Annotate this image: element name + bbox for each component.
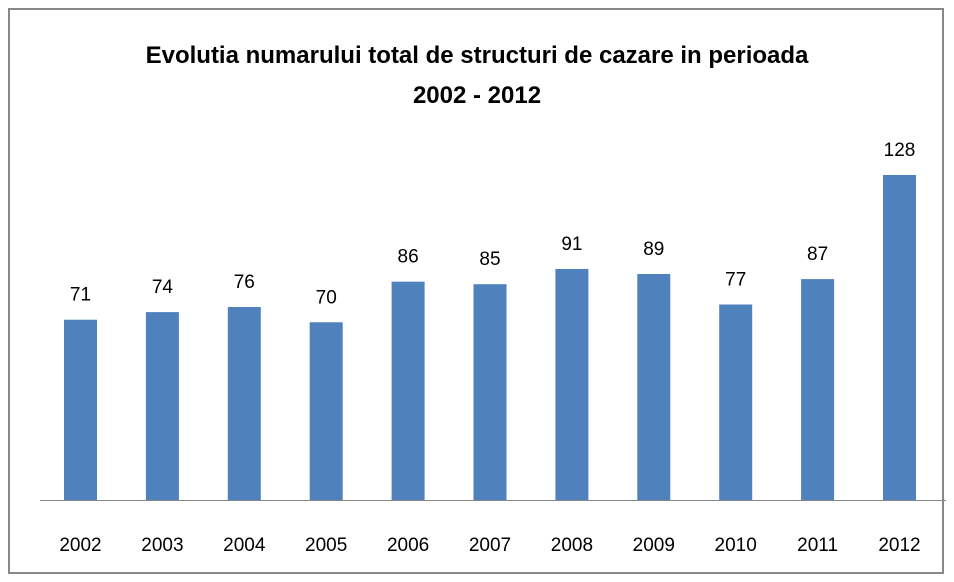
x-tick-label: 2006	[387, 535, 429, 556]
bar	[391, 281, 425, 500]
bar	[637, 274, 671, 500]
x-tick-label: 2009	[633, 535, 675, 556]
x-tick-label: 2010	[715, 535, 757, 556]
data-label: 70	[316, 287, 337, 308]
bar	[64, 319, 97, 500]
data-label: 87	[807, 244, 828, 265]
x-tick-label: 2005	[305, 535, 347, 556]
data-label: 86	[398, 247, 419, 268]
bar	[309, 322, 343, 500]
chart-frame	[8, 8, 944, 574]
bar	[555, 268, 589, 500]
chart-title: Evolutia numarului total de structuri de…	[145, 42, 809, 109]
bar	[883, 175, 916, 500]
x-tick-label: 2011	[797, 535, 838, 556]
data-label: 74	[152, 277, 174, 298]
x-tick-label: 2002	[59, 535, 101, 556]
bar	[719, 304, 753, 500]
x-tick-label: 2004	[223, 535, 266, 556]
x-tick-label: 2012	[878, 535, 920, 556]
x-tick-label: 2003	[141, 535, 183, 556]
data-label: 85	[479, 249, 500, 270]
x-tick-label: 2008	[551, 535, 593, 556]
data-label: 77	[725, 270, 746, 291]
bar	[227, 307, 261, 500]
data-label: 128	[884, 140, 916, 161]
bar	[473, 284, 507, 500]
bar	[145, 312, 179, 500]
data-label: 91	[561, 234, 582, 255]
data-label: 76	[234, 272, 255, 293]
x-tick-label: 2007	[469, 535, 511, 556]
bar	[801, 279, 835, 500]
data-label: 89	[643, 239, 664, 260]
data-label: 71	[70, 285, 91, 306]
